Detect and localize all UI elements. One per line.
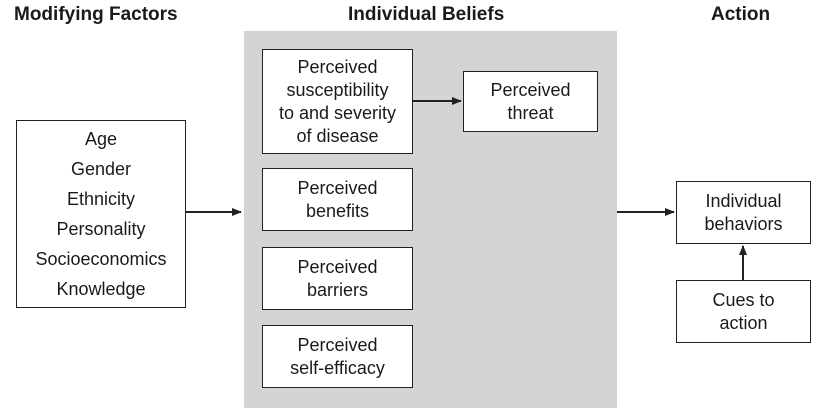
perceived-self-efficacy-label: Perceived self-efficacy	[290, 334, 385, 378]
factor-ethnicity: Ethnicity	[66, 189, 136, 209]
modifying-factors-box: Age Gender Ethnicity Personality Socioec…	[16, 120, 186, 308]
individual-behaviors-box: Individual behaviors	[676, 181, 811, 244]
individual-behaviors-label: Individual behaviors	[704, 190, 783, 234]
factor-personality: Personality	[56, 219, 146, 239]
heading-modifying-factors: Modifying Factors	[14, 4, 178, 25]
perceived-benefits-box: Perceived benefits	[262, 168, 413, 231]
factor-knowledge: Knowledge	[56, 279, 146, 299]
perceived-susceptibility-box: Perceived susceptibility to and severity…	[262, 49, 413, 154]
perceived-susceptibility-label: Perceived susceptibility to and severity…	[278, 56, 397, 146]
perceived-threat-label: Perceived threat	[490, 79, 571, 123]
perceived-barriers-label: Perceived barriers	[297, 256, 378, 300]
perceived-barriers-box: Perceived barriers	[262, 247, 413, 310]
heading-action: Action	[711, 4, 771, 25]
cues-to-action-box: Cues to action	[676, 280, 811, 343]
heading-individual-beliefs: Individual Beliefs	[348, 4, 505, 25]
perceived-threat-box: Perceived threat	[463, 71, 598, 132]
perceived-benefits-label: Perceived benefits	[297, 177, 378, 221]
cues-to-action-label: Cues to action	[712, 289, 775, 333]
perceived-self-efficacy-box: Perceived self-efficacy	[262, 325, 413, 388]
factor-socioeconomics: Socioeconomics	[35, 249, 167, 269]
factor-gender: Gender	[70, 159, 132, 179]
factor-age: Age	[84, 129, 118, 149]
